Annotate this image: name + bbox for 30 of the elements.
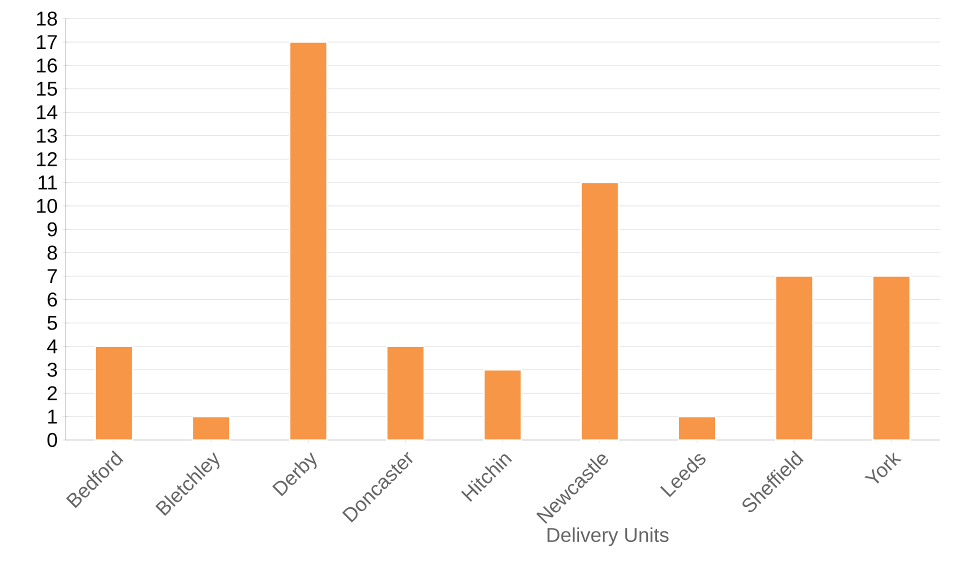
y-tick-label: 17 — [37, 35, 57, 49]
bar — [192, 416, 230, 441]
y-tick-label: 15 — [37, 82, 57, 96]
y-tick-label: 8 — [48, 246, 57, 260]
y-tick-label: 12 — [37, 152, 57, 166]
y-tick-label: 10 — [37, 198, 58, 213]
bar — [678, 416, 716, 441]
bar — [774, 275, 814, 441]
y-tick-label: 4 — [47, 340, 58, 354]
y-tick-label: 16 — [37, 58, 57, 73]
bar — [386, 346, 425, 441]
y-tick-label: 13 — [37, 128, 57, 143]
y-tick-label: 11 — [38, 176, 57, 190]
bar — [288, 41, 328, 441]
y-tick-label: 2 — [48, 386, 57, 400]
x-axis-title: Delivery Units — [548, 527, 669, 546]
y-tick-label: 1 — [48, 410, 57, 424]
y-tick-label: 14 — [37, 105, 58, 120]
bar — [580, 182, 620, 441]
y-tick-label: 3 — [47, 362, 57, 377]
bar — [872, 275, 911, 441]
y-tick-label: 5 — [47, 316, 57, 330]
bar — [94, 346, 134, 441]
x-tick-label: York — [864, 452, 902, 484]
y-tick-label: 7 — [48, 269, 57, 284]
y-tick-label: 0 — [47, 432, 58, 448]
y-tick-label: 6 — [48, 292, 57, 307]
y-tick-label: 9 — [48, 222, 57, 236]
y-tick-label: 18 — [37, 12, 57, 26]
bar — [483, 369, 522, 441]
